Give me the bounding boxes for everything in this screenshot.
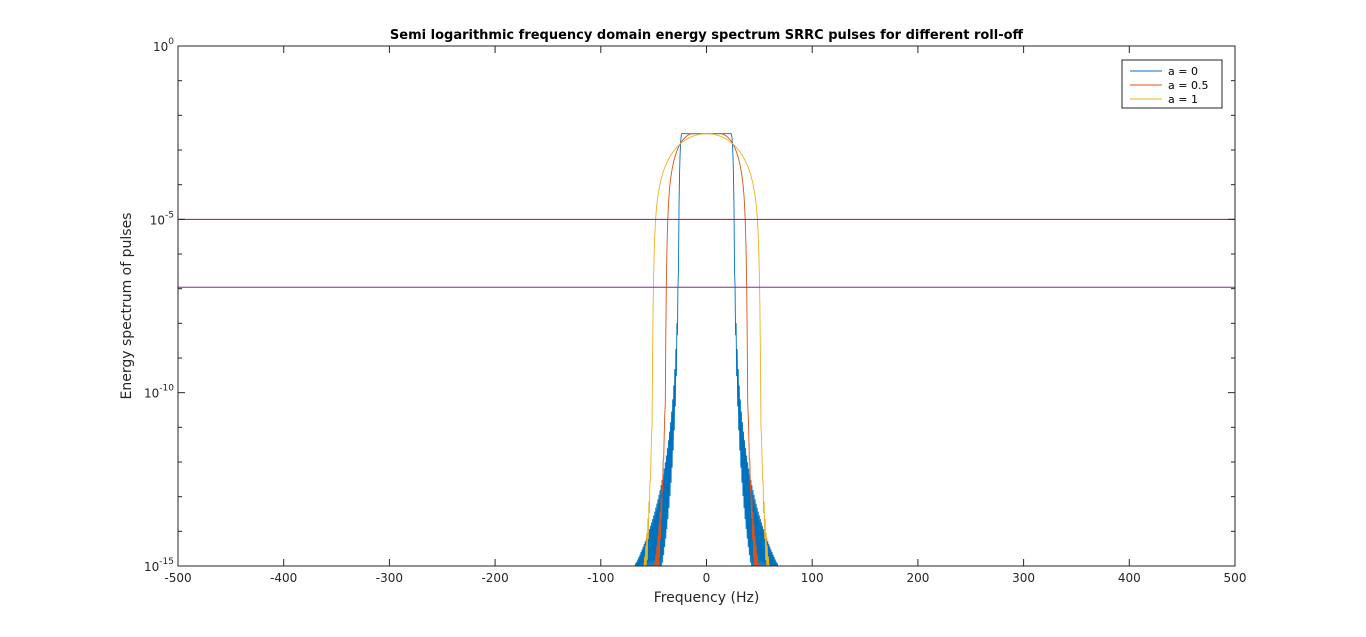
x-tick-label: 300 <box>1012 571 1035 585</box>
x-axis-ticks: -500 -400 -300 -200 -100 0 100 200 300 400 500 <box>164 46 1246 585</box>
y-tick-label: 100 <box>153 37 174 54</box>
legend-items: a = 0a = 0.5a = 1 <box>1130 65 1208 106</box>
y-tick-label: 10-5 <box>150 210 174 227</box>
legend-box <box>1121 59 1223 109</box>
legend-label: a = 1 <box>1168 93 1198 106</box>
x-axis-label: Frequency (Hz) <box>654 590 760 606</box>
axes-background <box>178 46 1235 566</box>
legend-label: a = 0.5 <box>1168 79 1208 92</box>
y-tick-label: 10-15 <box>144 557 174 574</box>
x-tick-label: 200 <box>906 571 929 585</box>
plot-area: -500 -400 -300 -200 -100 0 100 200 300 400 500 100… <box>144 37 1246 585</box>
y-tick-label: 10-10 <box>144 384 174 401</box>
x-tick-label: -300 <box>376 571 403 585</box>
x-tick-label: 400 <box>1118 571 1141 585</box>
x-tick-label: 0 <box>703 571 711 585</box>
x-tick-label: -200 <box>481 571 508 585</box>
reference-lines <box>178 218 1235 288</box>
chart-title: Semi logarithmic frequency domain energy… <box>390 28 1024 43</box>
x-tick-label: -500 <box>164 571 191 585</box>
x-tick-label: -100 <box>587 571 614 585</box>
x-tick-label: 500 <box>1224 571 1247 585</box>
y-axis-label: Energy spectrum of pulses <box>119 213 135 400</box>
x-tick-label: -400 <box>270 571 297 585</box>
legend: a = 0a = 0.5a = 1 <box>1121 59 1223 109</box>
y-axis-ticks: 100 10-5 10-10 10-15 <box>144 37 1235 574</box>
legend-label: a = 0 <box>1168 65 1198 78</box>
x-tick-label: 100 <box>801 571 824 585</box>
